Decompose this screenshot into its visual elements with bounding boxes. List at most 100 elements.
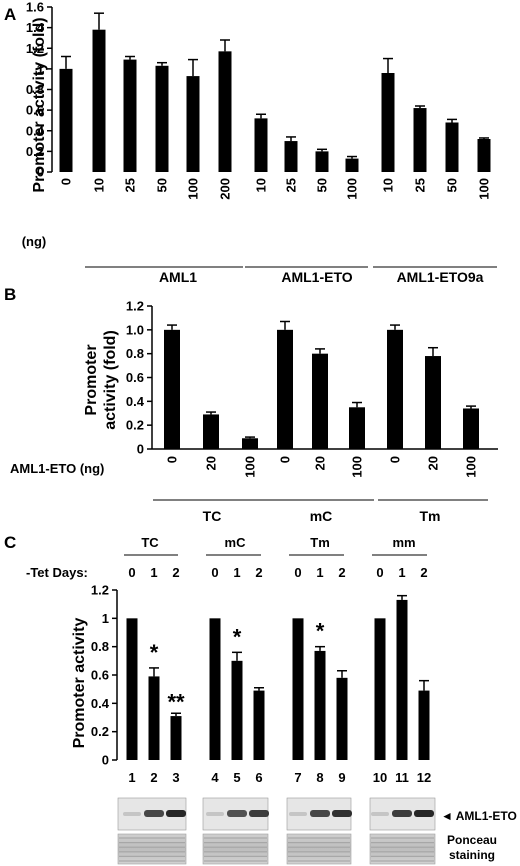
- panel-c-bar: [209, 618, 221, 760]
- panel-c-significance-marker: *: [233, 624, 242, 649]
- panel-c-lane-number: 11: [395, 770, 409, 785]
- aml1-eto-band: [249, 810, 269, 817]
- panel-b-bar: [242, 438, 258, 449]
- panel-b-bar: [312, 353, 328, 449]
- panel-a-y-tick-label: 0.2: [26, 144, 44, 159]
- panel-a-bar: [123, 59, 137, 172]
- panel-a-x-tick-label: 50: [315, 178, 330, 192]
- panel-c-lane-number: 6: [255, 770, 262, 785]
- panel-c-y-tick-label: 0.6: [91, 668, 109, 683]
- panel-c-lane-number: 3: [172, 770, 179, 785]
- panel-b-x-axis-label: AML1-ETO (ng): [10, 461, 104, 476]
- panel-c-day-label: 1: [233, 565, 240, 580]
- panel-a-bar: [284, 141, 298, 172]
- panel-b-y-tick-label: 0.2: [126, 418, 144, 433]
- panel-letter-c: C: [4, 533, 16, 552]
- panel-c-day-label: 0: [211, 565, 218, 580]
- panel-a-bar: [315, 151, 329, 172]
- panel-c-group-label: Tm: [310, 535, 330, 550]
- panel-c-bar: [292, 618, 304, 760]
- panel-b-x-tick-label: 0: [165, 456, 180, 463]
- panel-b-x-tick-label: 20: [426, 456, 441, 470]
- panel-c-bar: [231, 660, 243, 760]
- panel-a-x-tick-label: 50: [155, 178, 170, 192]
- panel-c-day-label: 0: [294, 565, 301, 580]
- panel-c-day-label: 2: [338, 565, 345, 580]
- panel-a-y-tick-label: 1.4: [26, 20, 45, 35]
- panel-c-bar: [336, 677, 348, 760]
- panel-b-bar: [349, 407, 365, 449]
- panel-a-bar: [92, 29, 106, 172]
- panel-b-group-label: Tm: [420, 508, 441, 524]
- ponceau-blot-strip: [202, 833, 269, 865]
- panel-a-x-tick-label: 10: [381, 178, 396, 192]
- panel-c-chart: Promoter activity -Tet Days: ◄ AML1-ETO …: [26, 535, 517, 865]
- blot-label-aml1-eto: ◄ AML1-ETO: [441, 809, 517, 823]
- panel-c-lane-number: 10: [373, 770, 387, 785]
- panel-a-bar: [345, 158, 359, 172]
- panel-b-group-label: mC: [310, 508, 333, 524]
- panel-a-chart: Promoter activity (fold) (ng) AML1 AML1-…: [22, 0, 497, 285]
- panel-c-lane-number: 7: [294, 770, 301, 785]
- aml1-eto-band: [332, 810, 352, 817]
- aml1-eto-band: [310, 810, 330, 817]
- aml1-eto-band: [206, 812, 224, 816]
- panel-b-y-tick-label: 0.6: [126, 370, 144, 385]
- panel-a-x-tick-label: 200: [218, 178, 233, 200]
- panel-a-y-axis-label: Promoter activity (fold): [31, 17, 48, 192]
- panel-c-bar: [396, 599, 408, 760]
- panel-b-y-axis-label-line1: Promoter: [83, 344, 100, 415]
- panel-c-y-tick-label: 0.2: [91, 724, 109, 739]
- panel-c-bar: [170, 716, 182, 760]
- panel-c-lane-number: 2: [150, 770, 157, 785]
- panel-a-x-tick-label: 25: [123, 178, 138, 192]
- blot-label-ponceau: Ponceau: [447, 833, 497, 847]
- panel-c-lane-number: 9: [338, 770, 345, 785]
- panel-c-significance-marker: *: [316, 619, 325, 644]
- panel-a-group-label: AML1: [159, 269, 197, 285]
- aml1-eto-band: [371, 812, 389, 816]
- panel-c-y-tick-label: 0: [102, 753, 109, 768]
- panel-b-bar: [164, 329, 180, 449]
- panel-b-y-tick-label: 0.4: [126, 394, 145, 409]
- panel-a-y-tick-label: 1.6: [26, 0, 44, 15]
- panel-a-bar: [218, 51, 232, 172]
- aml1-eto-band: [166, 810, 186, 817]
- panel-b-y-tick-label: 1.0: [126, 322, 144, 337]
- panel-a-x-tick-label: 0: [59, 178, 74, 185]
- panel-letter-a: A: [4, 5, 16, 24]
- panel-a-x-tick-label: 25: [284, 178, 299, 192]
- panel-c-lane-number: 12: [417, 770, 431, 785]
- panel-b-bar: [425, 356, 441, 449]
- panel-a-x-tick-label: 25: [413, 178, 428, 192]
- panel-c-lane-number: 5: [233, 770, 240, 785]
- panel-b-y-tick-label: 0.8: [126, 346, 144, 361]
- panel-a-bar: [477, 139, 491, 172]
- ponceau-blot-strip: [369, 833, 436, 865]
- panel-a-x-tick-label: 100: [345, 178, 360, 200]
- panel-a-y-tick-label: 0.6: [26, 103, 44, 118]
- panel-b-x-tick-label: 20: [313, 456, 328, 470]
- panel-c-lane-number: 1: [128, 770, 135, 785]
- panel-c-day-label: 1: [398, 565, 405, 580]
- panel-a-group-label: AML1-ETO: [281, 269, 352, 285]
- blot-label-staining: staining: [449, 848, 495, 862]
- panel-c-group-label: mC: [225, 535, 247, 550]
- panel-a-bar: [413, 108, 427, 172]
- aml1-eto-band: [227, 810, 247, 817]
- panel-a-bar: [381, 73, 395, 172]
- aml1-eto-band: [414, 810, 434, 817]
- panel-b-x-tick-label: 20: [204, 456, 219, 470]
- panel-letter-b: B: [4, 285, 16, 304]
- panel-b-x-tick-label: 100: [464, 456, 479, 478]
- aml1-eto-band: [392, 810, 412, 817]
- panel-c-significance-marker: **: [167, 689, 185, 714]
- panel-c-bar: [374, 618, 386, 760]
- panel-a-y-tick-label: 0: [37, 165, 44, 180]
- panel-c-lane-number: 8: [316, 770, 323, 785]
- panel-c-y-tick-label: 1: [102, 611, 109, 626]
- panel-a-y-tick-label: 0.8: [26, 82, 44, 97]
- panel-c-day-label: 2: [255, 565, 262, 580]
- panel-b-bar: [203, 414, 219, 449]
